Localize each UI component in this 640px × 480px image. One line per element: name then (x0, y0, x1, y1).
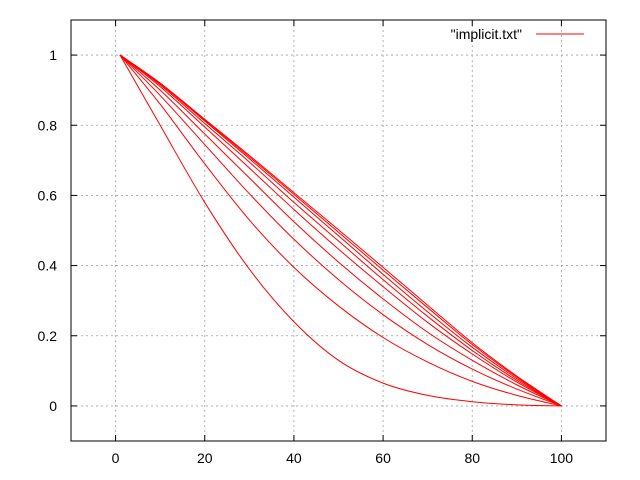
series-line-9 (119, 54, 562, 407)
y-tick-label: 1 (49, 47, 57, 63)
x-tick-label: 40 (286, 450, 302, 466)
series-lines (119, 54, 562, 407)
x-tick-label: 100 (550, 450, 574, 466)
series-line-7 (119, 54, 562, 407)
x-tick-label: 0 (112, 450, 120, 466)
x-tick-label: 60 (375, 450, 391, 466)
series-line-1 (119, 54, 562, 407)
series-line-2 (119, 54, 562, 407)
y-tick-label: 0.2 (38, 328, 58, 344)
y-tick-label: 0.4 (38, 258, 58, 274)
axis-ticks: 0 20 40 60 80 100 0 0.2 0.4 0.6 0.8 1 (38, 20, 606, 466)
series-line-5 (119, 54, 562, 407)
x-tick-label: 20 (197, 450, 213, 466)
y-tick-label: 0 (49, 398, 57, 414)
series-line-3 (119, 54, 562, 407)
series-line-6 (119, 54, 562, 407)
plot-frame (70, 19, 607, 442)
x-tick-label: 80 (464, 450, 480, 466)
grid-lines (71, 20, 606, 441)
y-tick-label: 0.8 (38, 117, 58, 133)
legend-label: "implicit.txt" (451, 26, 522, 42)
y-tick-label: 0.6 (38, 187, 58, 203)
legend: "implicit.txt" (451, 26, 584, 42)
series-line-4 (119, 54, 562, 407)
